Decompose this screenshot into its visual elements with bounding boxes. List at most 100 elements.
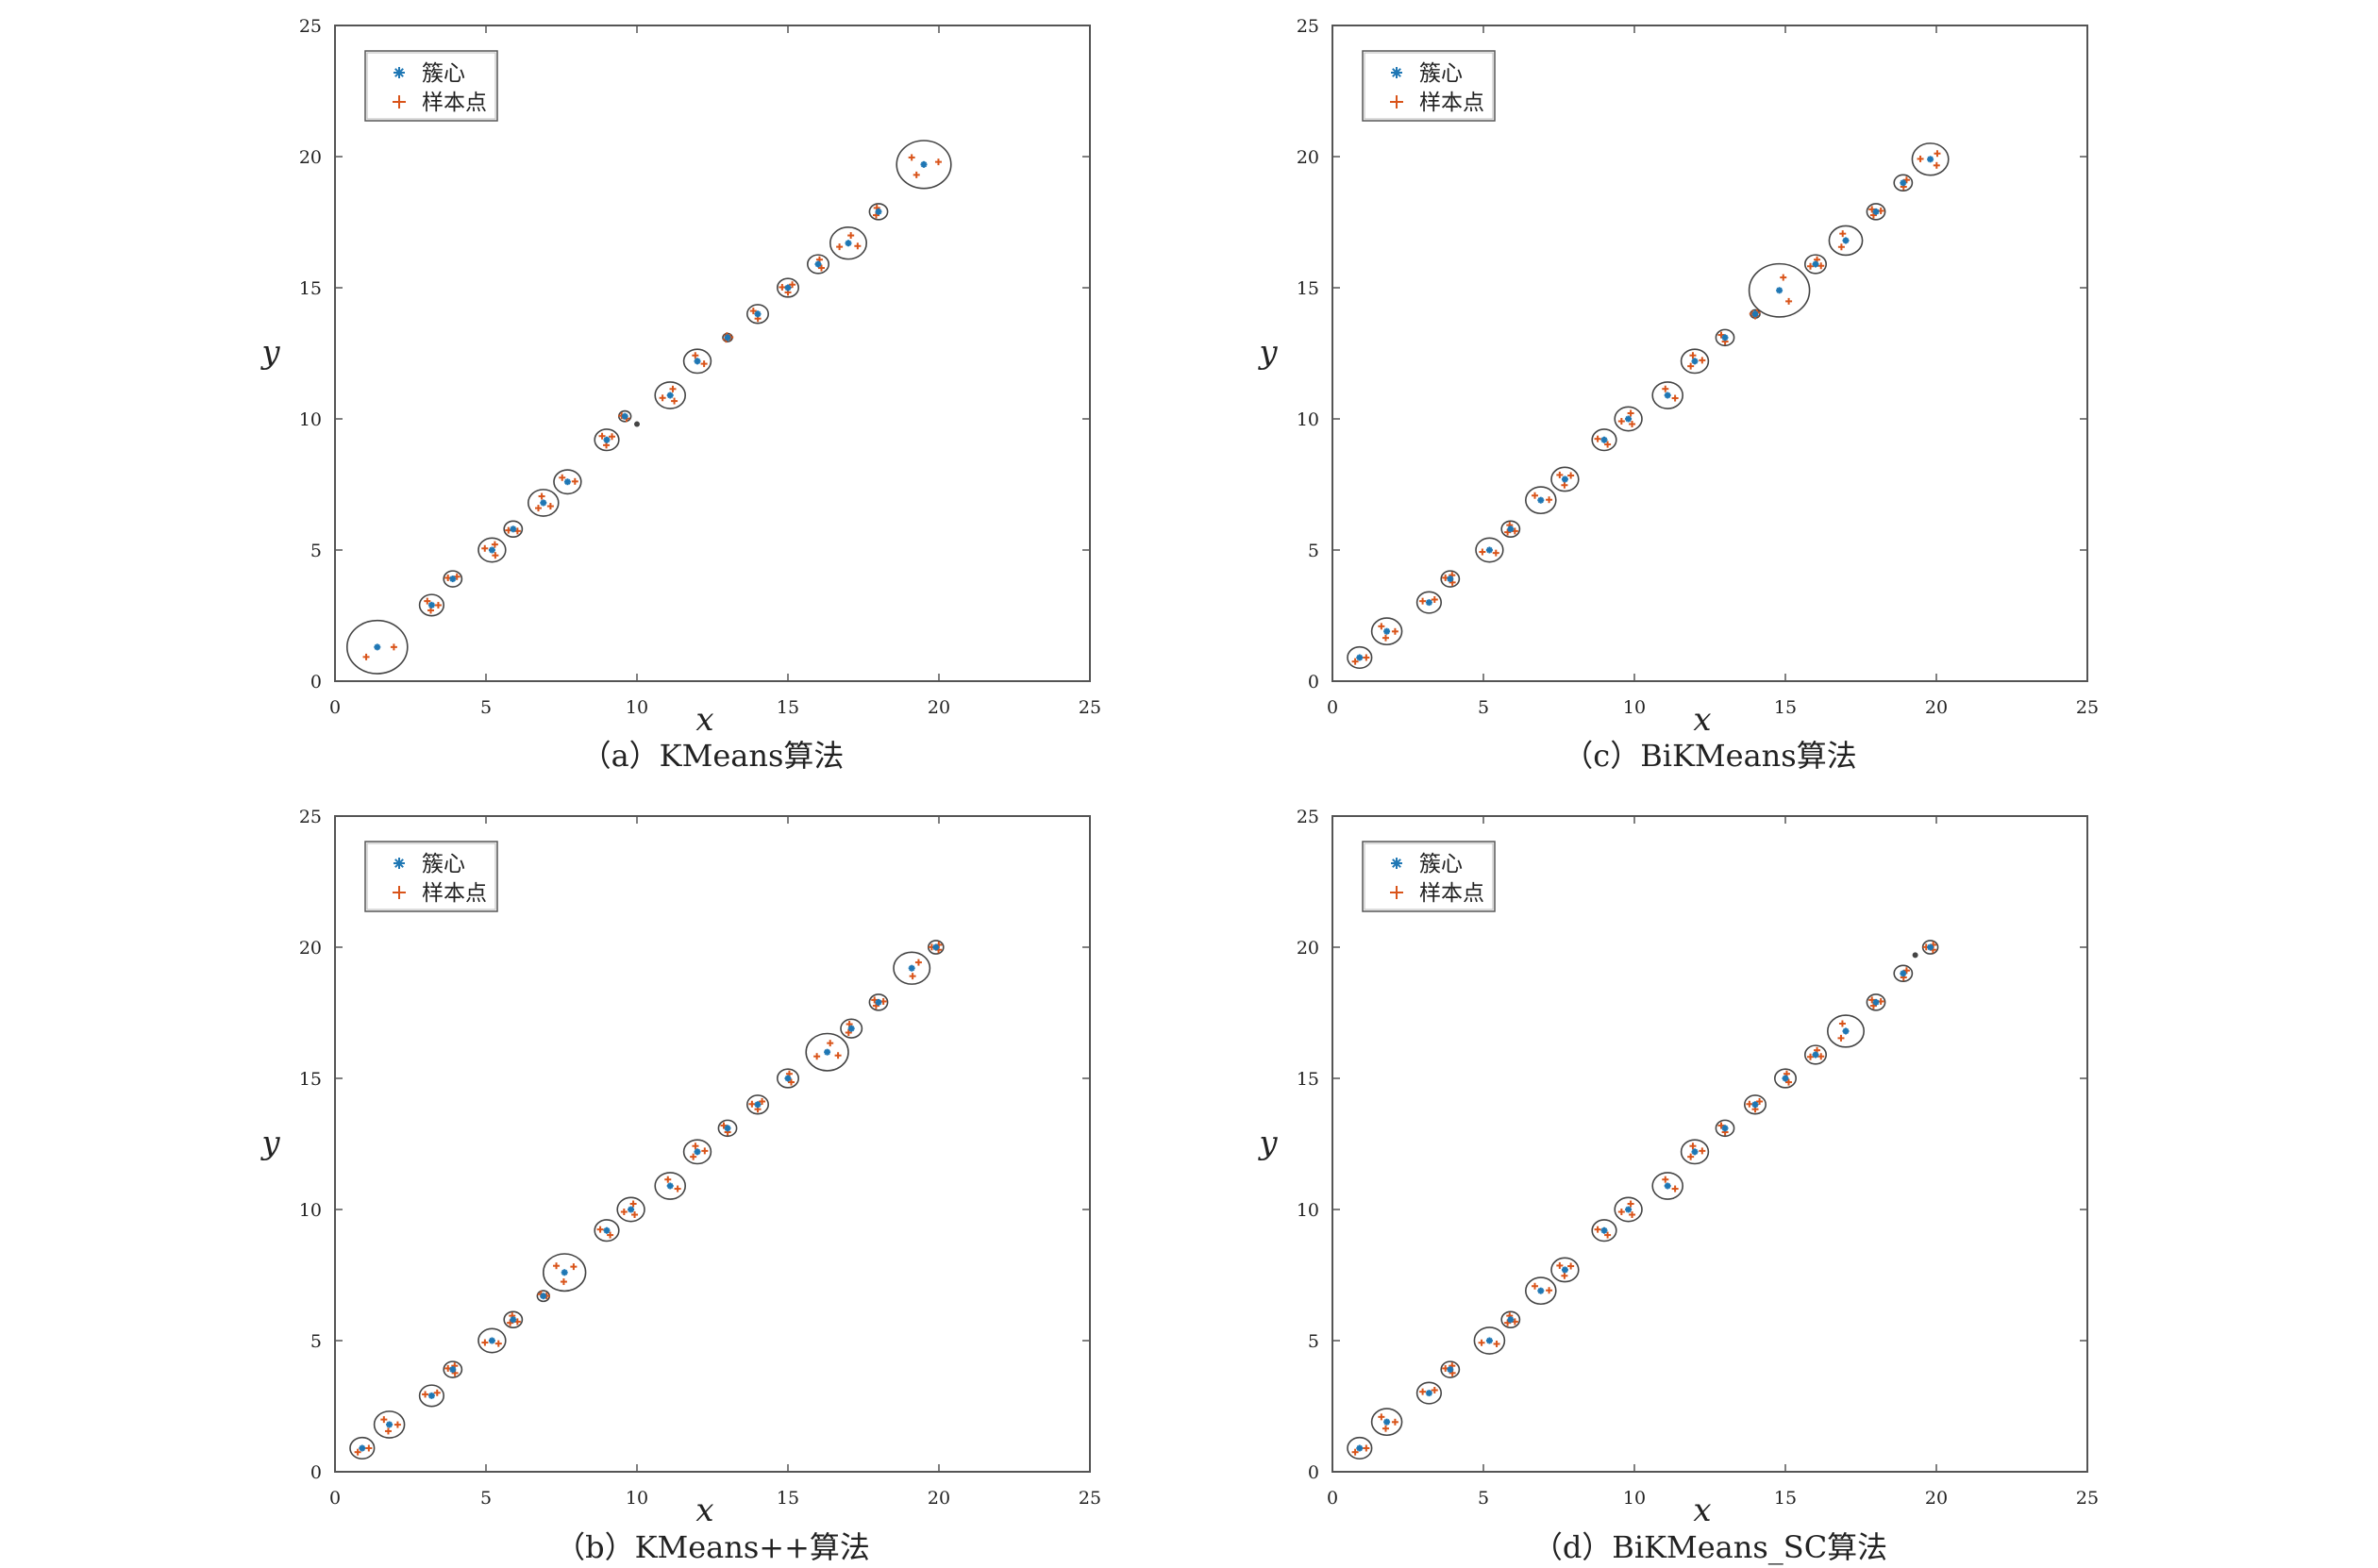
cluster-circle xyxy=(1591,1219,1617,1243)
cluster-circle xyxy=(1614,406,1643,432)
centroid-point xyxy=(1537,1287,1545,1294)
cluster xyxy=(1749,309,1761,320)
centroid-point xyxy=(1600,436,1608,443)
cluster-circle xyxy=(1500,520,1521,539)
centroid-point xyxy=(1625,1206,1633,1213)
cluster xyxy=(1591,428,1617,452)
centroid-point xyxy=(563,478,571,486)
sample-point xyxy=(1689,352,1697,359)
sample-point xyxy=(1689,1143,1697,1150)
y-tick-label: 15 xyxy=(1297,278,1319,299)
centroid-point xyxy=(1872,208,1880,215)
y-tick-label: 5 xyxy=(1308,541,1319,561)
legend-centroid-marker xyxy=(394,858,405,869)
cluster-circle xyxy=(682,348,712,375)
cluster-circle xyxy=(806,254,829,275)
centroid-point xyxy=(1872,998,1880,1006)
cluster-circle xyxy=(443,1360,463,1378)
cluster xyxy=(418,593,445,617)
sample-point xyxy=(1662,1176,1669,1183)
sample-point xyxy=(1807,262,1815,270)
cluster-circle xyxy=(1473,1326,1506,1355)
cluster xyxy=(1475,537,1504,563)
sample-point xyxy=(1902,176,1910,184)
x-tick-label: 15 xyxy=(777,697,799,718)
centroid-point xyxy=(1447,575,1454,583)
sample-point xyxy=(1902,967,1910,975)
sample-point xyxy=(1671,1185,1679,1193)
sample-point xyxy=(354,1448,361,1456)
cluster-circle xyxy=(1680,348,1710,375)
sample-point xyxy=(934,158,942,166)
centroid-point xyxy=(724,334,731,342)
legend-centroid-label: 簇心 xyxy=(422,852,465,876)
sample-point xyxy=(390,643,397,651)
cluster-circle xyxy=(1415,591,1442,614)
y-tick-label: 10 xyxy=(299,1200,322,1221)
sample-point xyxy=(748,1100,756,1108)
cluster xyxy=(1893,964,1914,983)
centroid-point xyxy=(1383,1418,1391,1426)
cluster-circle xyxy=(1550,466,1580,492)
cluster xyxy=(616,1196,645,1223)
centroid-point xyxy=(666,392,674,399)
sample-point xyxy=(671,397,678,405)
sample-point xyxy=(394,1421,401,1428)
cluster xyxy=(805,1032,849,1072)
centroid-point xyxy=(374,643,381,651)
sample-point xyxy=(1604,441,1612,448)
y-axis-label: y xyxy=(260,1125,280,1162)
centroid-point xyxy=(540,499,547,507)
lone-point-dot xyxy=(1912,952,1918,959)
sample-point xyxy=(909,973,916,980)
sample-point xyxy=(1837,1034,1845,1042)
sample-point xyxy=(1917,155,1924,162)
sample-point xyxy=(1617,1209,1625,1216)
sample-point xyxy=(598,432,606,440)
cluster-circle xyxy=(1591,428,1617,452)
cluster-circle xyxy=(418,1384,445,1408)
legend-sample-marker xyxy=(393,95,406,108)
sample-point xyxy=(1933,161,1940,169)
y-axis-label: y xyxy=(1257,1125,1278,1162)
legend-box xyxy=(1362,841,1496,912)
sample-point xyxy=(759,1098,766,1106)
sample-point xyxy=(1493,1340,1500,1347)
cluster-circle xyxy=(477,1327,507,1354)
x-tick-label: 10 xyxy=(626,1488,648,1509)
cluster-circle xyxy=(1804,1044,1828,1065)
sample-point xyxy=(659,394,666,402)
sample-point xyxy=(1363,654,1370,661)
cluster xyxy=(1748,262,1811,318)
sample-point xyxy=(1567,472,1575,479)
cluster xyxy=(682,1139,712,1165)
y-tick-label: 20 xyxy=(1297,938,1319,959)
y-tick-label: 20 xyxy=(299,938,322,959)
cluster-circle xyxy=(654,1172,687,1200)
x-tick-label: 0 xyxy=(329,697,341,718)
x-tick-label: 5 xyxy=(480,697,492,718)
sample-point xyxy=(380,1416,388,1424)
sample-point xyxy=(1351,1448,1359,1456)
sample-point xyxy=(779,283,786,291)
cluster xyxy=(527,489,560,517)
x-tick-label: 5 xyxy=(1478,697,1489,718)
y-tick-label: 10 xyxy=(1297,409,1319,430)
x-tick-label: 0 xyxy=(1327,697,1338,718)
cluster xyxy=(345,619,409,675)
sample-point xyxy=(492,552,499,559)
sample-point xyxy=(813,1053,821,1060)
cluster xyxy=(373,1410,406,1439)
sample-point xyxy=(674,1185,681,1193)
cluster-circle xyxy=(616,1196,645,1223)
centroid-point xyxy=(510,1316,517,1324)
sample-point xyxy=(1378,623,1385,630)
y-tick-label: 25 xyxy=(1297,807,1319,827)
sample-point xyxy=(664,1176,672,1183)
cluster-circle xyxy=(1415,1381,1442,1405)
cluster xyxy=(1921,940,1939,955)
legend-centroid-label: 簇心 xyxy=(1419,852,1463,876)
sample-point xyxy=(1817,262,1825,270)
cluster xyxy=(868,993,889,1011)
